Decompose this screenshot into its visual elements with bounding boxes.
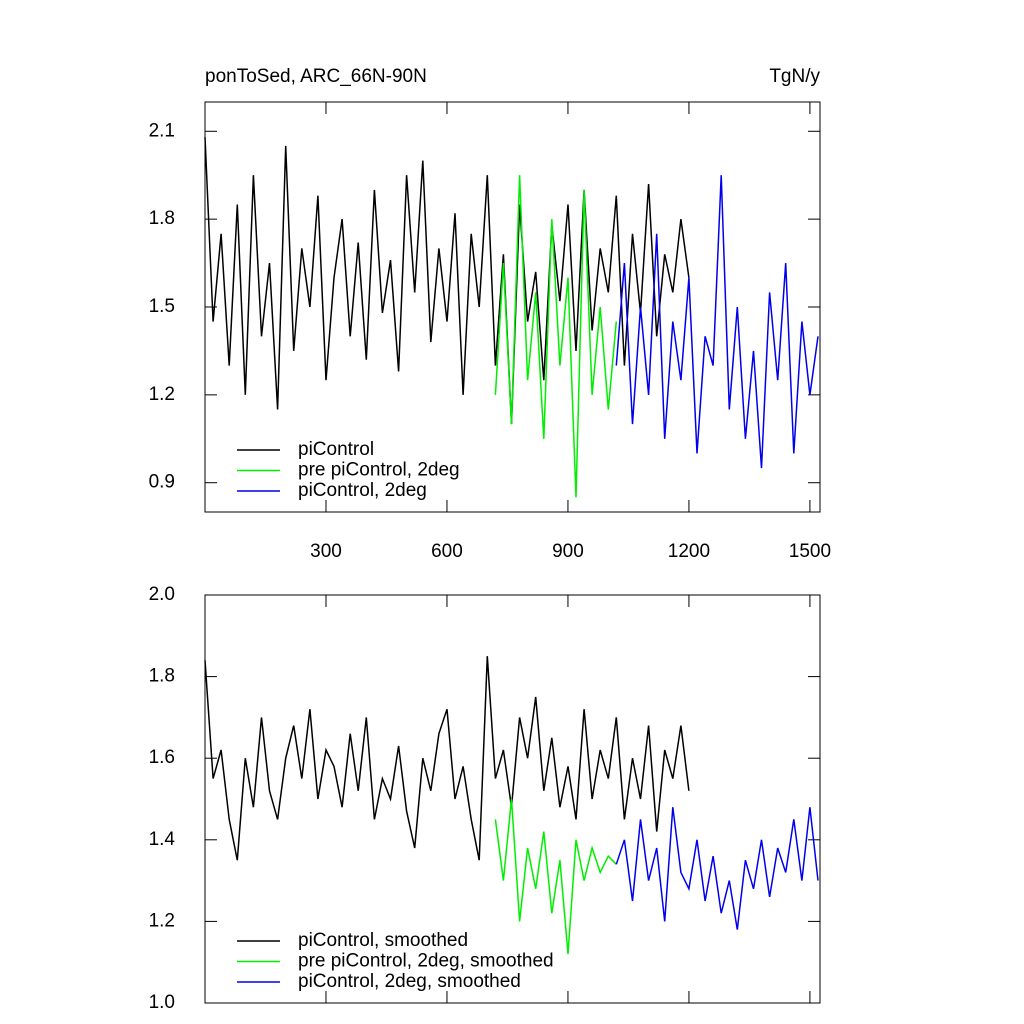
y-tick-label: 1.8	[149, 208, 175, 229]
y-tick-label: 1.5	[149, 296, 175, 317]
legend-label: piControl, 2deg, smoothed	[298, 971, 521, 992]
x-tick-label: 1200	[668, 541, 710, 562]
series-line	[494, 798, 617, 955]
units-label: TgN/y	[769, 66, 820, 87]
chart-title: ponToSed, ARC_66N-90N	[205, 66, 427, 87]
y-tick-label: 1.4	[149, 829, 176, 850]
legend-label: piControl, 2deg	[298, 480, 427, 501]
y-tick-label: 1.2	[149, 910, 175, 931]
x-tick-label: 600	[431, 541, 463, 562]
x-tick-label: 1500	[789, 541, 831, 562]
y-tick-label: 1.0	[149, 992, 175, 1013]
y-tick-label: 1.6	[149, 747, 175, 768]
legend-label: piControl, smoothed	[298, 930, 468, 951]
y-tick-label: 2.1	[149, 120, 175, 141]
legend-label: pre piControl, 2deg	[298, 460, 460, 481]
plot-frame	[204, 594, 821, 1004]
x-tick-label: 900	[552, 541, 584, 562]
y-tick-label: 1.2	[149, 384, 175, 405]
legend-label: pre piControl, 2deg, smoothed	[298, 951, 554, 972]
series-line	[615, 807, 819, 930]
series-line	[204, 137, 690, 425]
series-line	[204, 656, 690, 861]
y-tick-label: 0.9	[149, 472, 175, 493]
y-tick-label: 2.0	[149, 584, 175, 605]
series-line	[494, 175, 618, 498]
x-tick-label: 300	[310, 541, 342, 562]
legend-label: piControl	[298, 439, 374, 460]
series-line	[615, 175, 819, 469]
y-tick-label: 1.8	[149, 666, 175, 687]
